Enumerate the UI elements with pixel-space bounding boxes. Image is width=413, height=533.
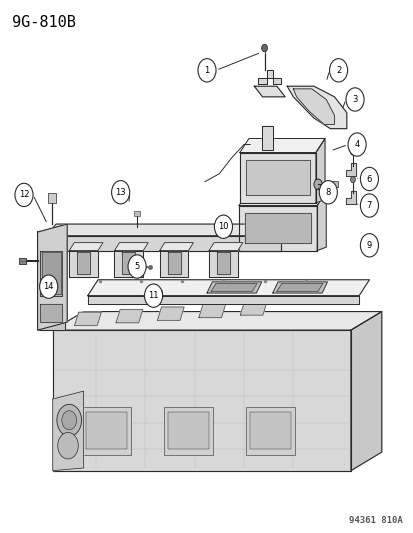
- Text: 4: 4: [354, 140, 359, 149]
- Polygon shape: [69, 251, 98, 277]
- Polygon shape: [276, 284, 322, 292]
- Polygon shape: [53, 330, 350, 471]
- Circle shape: [313, 179, 321, 190]
- Polygon shape: [122, 252, 135, 274]
- Text: 14: 14: [43, 282, 54, 291]
- Polygon shape: [206, 282, 261, 293]
- Circle shape: [318, 181, 337, 204]
- Circle shape: [57, 405, 81, 436]
- Polygon shape: [287, 86, 346, 128]
- Polygon shape: [238, 206, 316, 251]
- Circle shape: [359, 194, 377, 217]
- Polygon shape: [209, 243, 242, 251]
- Polygon shape: [74, 312, 101, 326]
- Polygon shape: [209, 251, 237, 277]
- Polygon shape: [258, 70, 280, 84]
- Polygon shape: [316, 191, 325, 251]
- Bar: [133, 211, 140, 216]
- Polygon shape: [345, 163, 355, 176]
- Text: 5: 5: [134, 262, 139, 271]
- Circle shape: [359, 233, 377, 257]
- Text: 10: 10: [218, 222, 228, 231]
- Polygon shape: [40, 304, 62, 322]
- Polygon shape: [167, 252, 180, 274]
- Text: 94361 810A: 94361 810A: [348, 516, 401, 525]
- Circle shape: [128, 255, 146, 278]
- Polygon shape: [254, 86, 285, 97]
- Text: 11: 11: [148, 291, 159, 300]
- Polygon shape: [350, 312, 381, 471]
- Text: 3: 3: [351, 95, 357, 104]
- Polygon shape: [46, 236, 280, 251]
- Bar: [249, 413, 291, 449]
- Polygon shape: [211, 284, 256, 292]
- Text: 1: 1: [204, 66, 209, 75]
- Bar: [164, 407, 213, 455]
- Circle shape: [347, 133, 365, 156]
- Polygon shape: [77, 252, 90, 274]
- Circle shape: [214, 215, 232, 238]
- Polygon shape: [159, 251, 188, 277]
- Polygon shape: [116, 310, 142, 323]
- Circle shape: [350, 176, 355, 183]
- Bar: [48, 193, 55, 203]
- Bar: [81, 407, 131, 455]
- Polygon shape: [88, 296, 358, 304]
- Polygon shape: [114, 251, 143, 277]
- Polygon shape: [157, 307, 184, 320]
- Polygon shape: [38, 232, 65, 330]
- Polygon shape: [244, 214, 310, 243]
- Circle shape: [15, 183, 33, 207]
- Polygon shape: [272, 282, 327, 293]
- Text: 9: 9: [366, 241, 371, 250]
- Circle shape: [40, 275, 57, 298]
- Polygon shape: [114, 243, 148, 251]
- Circle shape: [359, 167, 377, 191]
- Polygon shape: [240, 302, 266, 315]
- Polygon shape: [261, 126, 272, 150]
- Circle shape: [112, 181, 129, 204]
- Circle shape: [345, 88, 363, 111]
- Polygon shape: [53, 312, 381, 330]
- Text: 12: 12: [19, 190, 29, 199]
- Circle shape: [350, 149, 355, 155]
- Polygon shape: [238, 191, 325, 206]
- Text: 6: 6: [366, 174, 371, 183]
- Polygon shape: [46, 224, 291, 236]
- Polygon shape: [239, 152, 315, 203]
- Polygon shape: [216, 252, 230, 274]
- Bar: [19, 258, 26, 264]
- Bar: [168, 413, 209, 449]
- Text: 13: 13: [115, 188, 126, 197]
- Polygon shape: [159, 243, 193, 251]
- Text: 2: 2: [335, 66, 340, 75]
- Circle shape: [197, 59, 216, 82]
- Polygon shape: [40, 251, 62, 296]
- Bar: [245, 407, 295, 455]
- Text: 8: 8: [325, 188, 330, 197]
- Polygon shape: [315, 139, 324, 203]
- Circle shape: [329, 59, 347, 82]
- Polygon shape: [239, 139, 324, 152]
- Polygon shape: [38, 224, 67, 330]
- Polygon shape: [345, 191, 355, 204]
- Polygon shape: [198, 304, 225, 318]
- Circle shape: [144, 284, 162, 308]
- Bar: [85, 413, 126, 449]
- Polygon shape: [69, 243, 103, 251]
- Bar: [330, 181, 337, 188]
- Circle shape: [57, 432, 78, 459]
- Polygon shape: [245, 160, 309, 195]
- Polygon shape: [42, 252, 61, 294]
- Circle shape: [62, 411, 76, 430]
- Circle shape: [261, 44, 267, 52]
- Polygon shape: [53, 391, 83, 471]
- Text: 7: 7: [366, 201, 371, 210]
- Text: 9G-810B: 9G-810B: [12, 14, 75, 30]
- Polygon shape: [293, 89, 334, 124]
- Polygon shape: [88, 280, 368, 296]
- Polygon shape: [67, 227, 247, 236]
